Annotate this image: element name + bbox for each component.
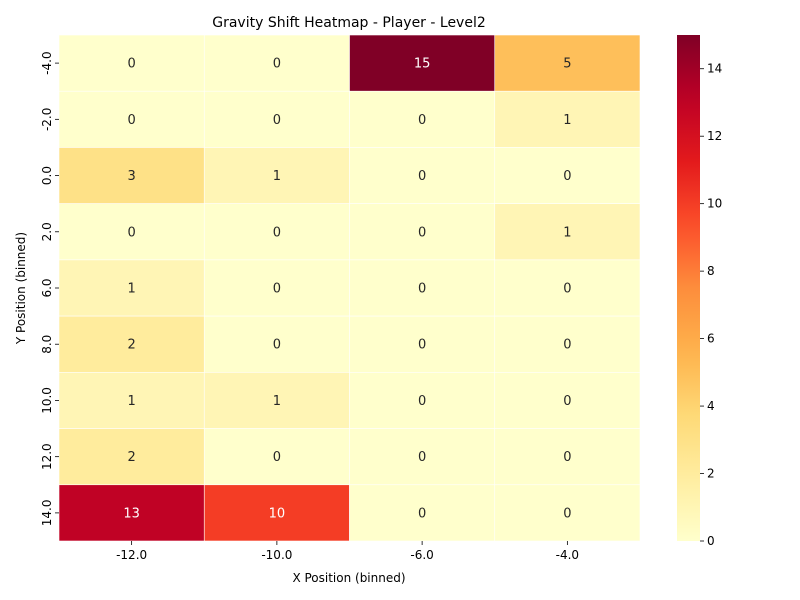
heatmap-cell bbox=[58, 203, 205, 261]
cell-value-label: 0 bbox=[418, 450, 426, 465]
heatmap-cell bbox=[203, 34, 350, 92]
y-tick-label: 8.0 bbox=[40, 335, 54, 354]
heatmap-cell bbox=[203, 315, 350, 373]
cell-value-label: 1 bbox=[563, 225, 571, 240]
heatmap-cell bbox=[58, 259, 205, 317]
heatmap-cell bbox=[58, 34, 205, 92]
colorbar: 0 2 4 6 8 10 12 14 bbox=[677, 35, 722, 548]
y-tick-label: 10.0 bbox=[40, 387, 54, 414]
heatmap-cell bbox=[203, 90, 350, 148]
cell-value-label: 0 bbox=[273, 113, 281, 128]
heatmap-cell bbox=[349, 34, 496, 92]
cell-value-label: 2 bbox=[127, 338, 135, 353]
heatmap-cell bbox=[494, 147, 641, 204]
cell-value-label: 0 bbox=[563, 169, 571, 184]
cell-value-label: 1 bbox=[273, 169, 281, 184]
heatmap-cell bbox=[349, 428, 496, 486]
x-axis-label: X Position (binned) bbox=[292, 571, 405, 585]
heatmap-cell bbox=[349, 259, 496, 317]
cell-value-label: 0 bbox=[563, 394, 571, 409]
colorbar-tick-label: 0 bbox=[707, 534, 715, 548]
cell-value-label: 0 bbox=[273, 450, 281, 465]
y-tick-label: -4.0 bbox=[40, 51, 54, 74]
heatmap-cell bbox=[494, 90, 641, 148]
cell-value-label: 0 bbox=[418, 338, 426, 353]
heatmap-cell bbox=[494, 315, 641, 373]
x-tick-label: -4.0 bbox=[556, 548, 579, 562]
y-tick-label: 2.0 bbox=[40, 222, 54, 241]
x-axis-ticks: -12.0 -10.0 -6.0 -4.0 bbox=[116, 541, 579, 562]
heatmap-cell bbox=[349, 484, 496, 542]
cell-value-label: 0 bbox=[273, 57, 281, 72]
cell-value-label: 10 bbox=[269, 506, 286, 521]
x-tick-label: -10.0 bbox=[261, 548, 292, 562]
heatmap-cell bbox=[349, 203, 496, 261]
cell-value-label: 0 bbox=[563, 282, 571, 297]
cell-value-label: 1 bbox=[127, 282, 135, 297]
y-tick-label: 14.0 bbox=[40, 500, 54, 527]
heatmap-cell bbox=[494, 34, 641, 92]
cell-value-label: 0 bbox=[563, 506, 571, 521]
heatmap-cell bbox=[58, 372, 205, 429]
y-tick-label: -2.0 bbox=[40, 108, 54, 131]
colorbar-tick-label: 4 bbox=[707, 399, 715, 413]
cell-value-label: 0 bbox=[127, 57, 135, 72]
cell-value-label: 0 bbox=[127, 113, 135, 128]
colorbar-tick-label: 12 bbox=[707, 129, 722, 143]
y-tick-label: 6.0 bbox=[40, 278, 54, 297]
heatmap-cell bbox=[494, 372, 641, 429]
cell-value-label: 0 bbox=[273, 338, 281, 353]
cell-value-label: 2 bbox=[127, 450, 135, 465]
y-axis-ticks: -4.0 -2.0 0.0 2.0 6.0 8.0 10.0 12.0 14.0 bbox=[40, 51, 59, 526]
x-tick-label: -6.0 bbox=[410, 548, 433, 562]
cell-value-label: 5 bbox=[563, 57, 571, 72]
y-axis-label: Y Position (binned) bbox=[14, 232, 28, 345]
cell-value-label: 0 bbox=[418, 169, 426, 184]
heatmap-cell bbox=[349, 315, 496, 373]
heatmap-cell bbox=[58, 428, 205, 486]
cell-value-label: 0 bbox=[273, 282, 281, 297]
x-tick-label: -12.0 bbox=[116, 548, 147, 562]
y-tick-label: 12.0 bbox=[40, 443, 54, 470]
heatmap-cell bbox=[494, 203, 641, 261]
cell-value-label: 3 bbox=[127, 169, 135, 184]
cell-value-label: 0 bbox=[563, 450, 571, 465]
heatmap-cell bbox=[203, 203, 350, 261]
cell-value-label: 1 bbox=[273, 394, 281, 409]
cell-value-label: 15 bbox=[414, 57, 431, 72]
colorbar-tick-label: 6 bbox=[707, 332, 715, 346]
cell-value-label: 0 bbox=[418, 113, 426, 128]
cell-value-label: 0 bbox=[273, 225, 281, 240]
y-tick-label: 0.0 bbox=[40, 166, 54, 185]
cell-value-label: 1 bbox=[127, 394, 135, 409]
colorbar-tick-label: 8 bbox=[707, 264, 715, 278]
cell-value-label: 0 bbox=[563, 338, 571, 353]
cell-value-label: 0 bbox=[418, 282, 426, 297]
colorbar-gradient bbox=[677, 35, 700, 541]
heatmap-cells: 0 0 15 50 0 0 13 1 0 00 0 0 11 0 0 02 0 0 01 1 0 02 0 0 013 10 0 0 bbox=[58, 34, 641, 542]
heatmap-cell bbox=[58, 315, 205, 373]
cell-value-label: 0 bbox=[418, 225, 426, 240]
heatmap-cell bbox=[494, 259, 641, 317]
cell-value-label: 1 bbox=[563, 113, 571, 128]
heatmap-cell bbox=[494, 484, 641, 542]
heatmap-cell bbox=[58, 90, 205, 148]
colorbar-tick-label: 2 bbox=[707, 467, 715, 481]
cell-value-label: 13 bbox=[123, 506, 140, 521]
cell-value-label: 0 bbox=[418, 394, 426, 409]
heatmap-cell bbox=[349, 372, 496, 429]
colorbar-tick-label: 14 bbox=[707, 62, 722, 76]
cell-value-label: 0 bbox=[418, 506, 426, 521]
heatmap-cell bbox=[203, 484, 350, 542]
cell-value-label: 0 bbox=[127, 225, 135, 240]
heatmap-cell bbox=[203, 147, 350, 204]
heatmap-cell bbox=[203, 259, 350, 317]
colorbar-tick-label: 10 bbox=[707, 197, 722, 211]
chart-title: Gravity Shift Heatmap - Player - Level2 bbox=[212, 15, 486, 31]
